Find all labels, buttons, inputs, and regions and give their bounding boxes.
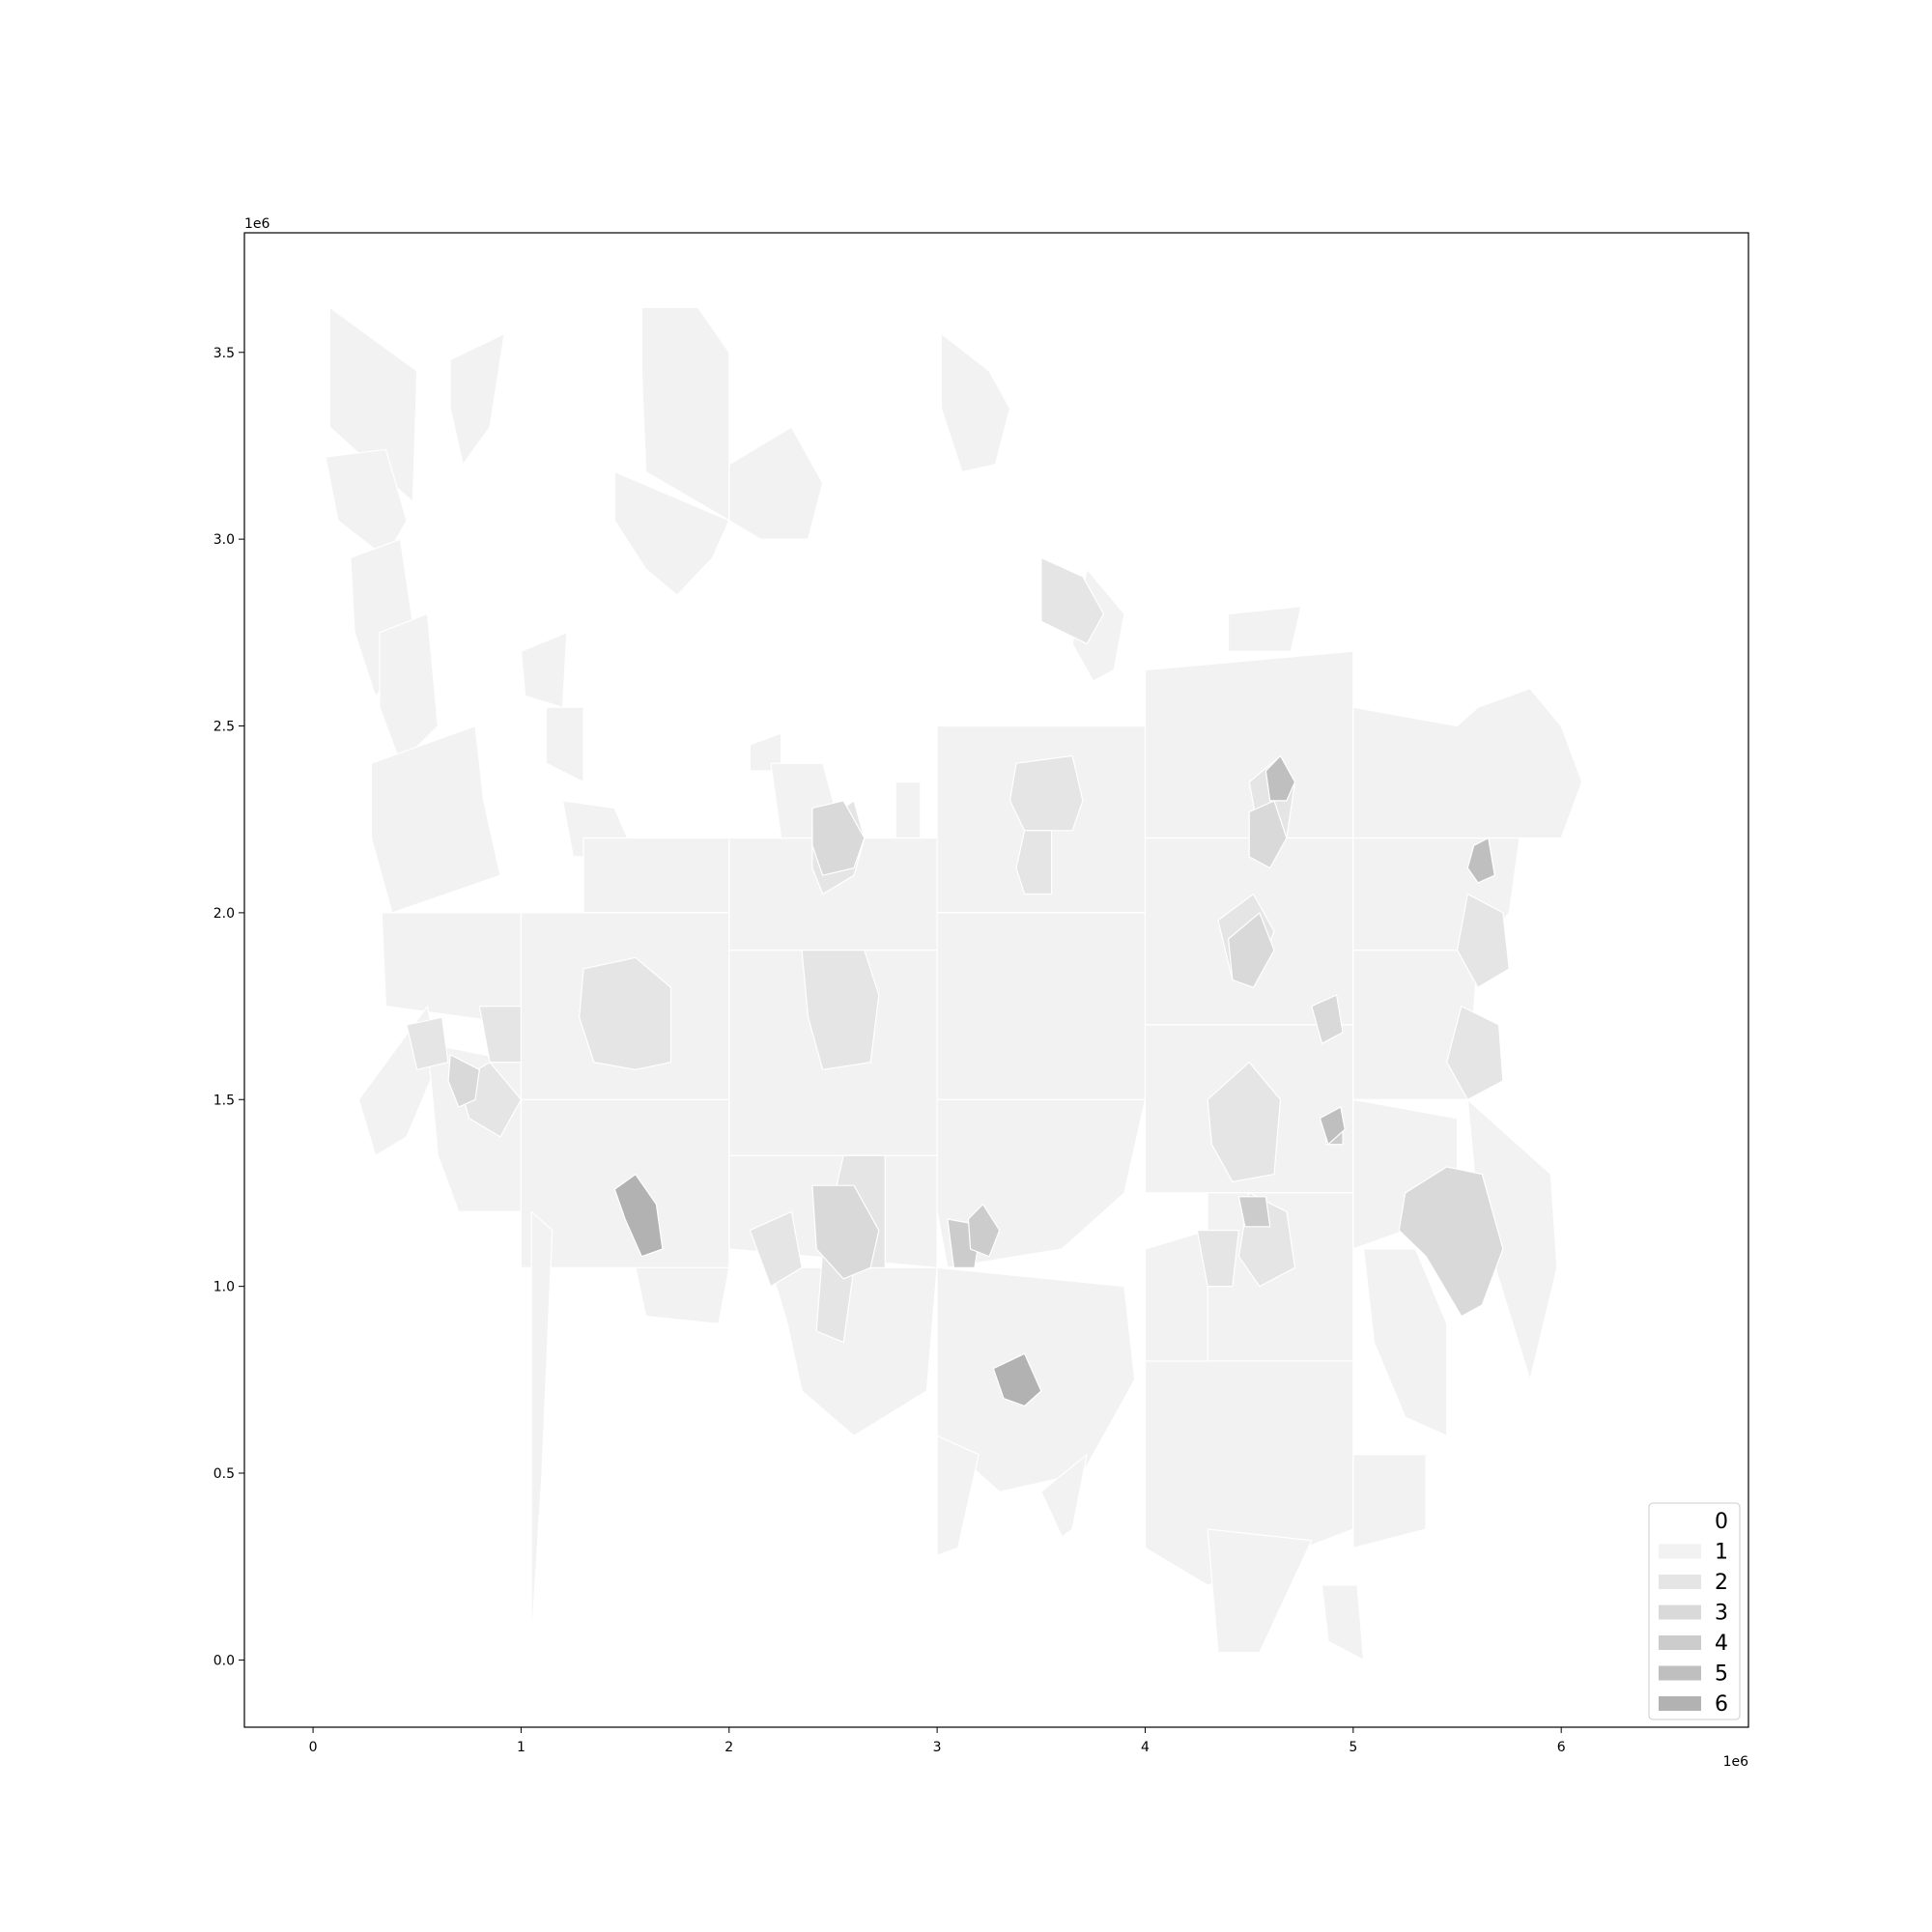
y-tick-label: 1.0 [213,1280,235,1295]
region-class-5 [1466,837,1495,884]
region-class-1 [936,912,1147,1100]
legend-swatch-5 [1659,1665,1701,1681]
region-class-1 [940,332,1011,473]
legend-label-5: 5 [1715,1662,1728,1687]
region-class-2 [749,1210,803,1288]
region-class-6 [613,1173,664,1258]
y-tick-label: 2.0 [213,906,235,922]
region-class-1 [1321,1584,1365,1662]
region-class-1 [1144,1229,1208,1380]
region-class-3 [1398,1166,1504,1318]
region-class-3 [1248,800,1288,869]
region-class-6 [992,1352,1042,1407]
region-class-2 [406,1016,449,1070]
x-axis-offset-label: 1e6 [1723,1754,1749,1770]
region-class-5 [1319,1106,1346,1146]
region-class-2 [1207,1061,1282,1182]
region-class-4 [1237,1196,1271,1228]
y-tick-label: 0.0 [213,1653,235,1668]
legend-label-4: 4 [1715,1632,1728,1656]
region-class-2 [478,1005,523,1064]
region-class-1 [328,306,418,503]
legend-label-3: 3 [1715,1602,1728,1626]
legend-swatch-1 [1659,1544,1701,1559]
region-class-1 [1352,1454,1427,1549]
x-tick-label: 1 [517,1740,526,1755]
region-class-1 [1144,650,1354,839]
region-class-2 [1040,556,1105,645]
region-class-2 [1196,1229,1240,1288]
x-tick-label: 0 [309,1740,318,1755]
legend-swatch-4 [1659,1635,1701,1650]
x-axis: 0 1 2 3 4 5 6 [309,1727,1566,1755]
region-class-1 [530,1210,554,1642]
region-class-3 [811,800,866,876]
region-class-2 [1009,754,1084,832]
region-class-1 [545,706,584,783]
legend: 0 1 2 3 4 5 6 [1648,1502,1741,1720]
legend-label-0: 0 [1715,1510,1728,1534]
x-tick-label: 3 [933,1740,942,1755]
y-axis-offset-label: 1e6 [244,216,270,232]
region-class-1 [370,724,501,914]
region-class-3 [1311,994,1344,1044]
region-class-3 [811,1184,880,1280]
map-regions [325,306,1583,1662]
region-class-1 [895,781,922,839]
region-class-1 [1362,1248,1448,1436]
region-class-1 [728,426,824,540]
region-class-1 [1040,1454,1088,1538]
region-class-1 [635,1266,730,1324]
region-class-1 [379,612,439,764]
region-class-2 [1446,1005,1504,1100]
region-class-2 [1015,830,1053,895]
region-class-3 [1227,912,1275,988]
region-class-1 [1207,1528,1313,1654]
y-tick-label: 3.5 [213,346,235,361]
region-class-2 [579,956,672,1070]
legend-label-2: 2 [1715,1571,1728,1595]
legend-swatch-2 [1659,1575,1701,1589]
region-class-1 [936,1435,980,1556]
region-class-3 [447,1054,480,1108]
x-tick-label: 5 [1349,1740,1357,1755]
legend-label-6: 6 [1715,1692,1728,1717]
y-tick-label: 2.5 [213,720,235,735]
region-class-1 [1227,606,1302,652]
region-class-2 [801,949,880,1070]
region-class-2 [1456,893,1510,988]
legend-swatch-3 [1659,1605,1701,1620]
x-tick-label: 6 [1557,1740,1566,1755]
plot-area-frame [243,232,1749,1728]
region-class-5 [1264,754,1296,802]
region-class-1 [449,332,505,466]
x-tick-label: 4 [1141,1740,1150,1755]
y-tick-label: 3.0 [213,532,235,548]
y-axis: 0.0 0.5 1.0 1.5 2.0 2.5 3.0 3.5 [213,346,244,1668]
region-class-1 [325,448,408,559]
region-class-1 [582,837,730,914]
y-tick-label: 0.5 [213,1466,235,1482]
legend-swatch-0 [1659,1514,1701,1528]
legend-label-1: 1 [1715,1541,1728,1565]
y-tick-label: 1.5 [213,1093,235,1108]
x-tick-label: 2 [724,1740,733,1755]
legend-swatch-6 [1659,1696,1701,1711]
region-class-4 [967,1203,1001,1258]
